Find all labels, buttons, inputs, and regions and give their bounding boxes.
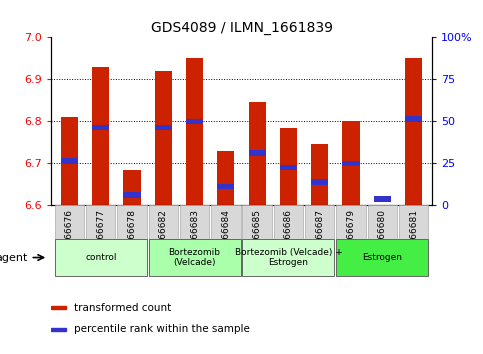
FancyBboxPatch shape: [180, 205, 209, 274]
Bar: [249, 150, 266, 155]
Bar: [155, 125, 172, 130]
Bar: [124, 192, 141, 198]
Text: GSM766685: GSM766685: [253, 209, 262, 264]
Text: GSM766678: GSM766678: [128, 209, 137, 264]
Text: percentile rank within the sample: percentile rank within the sample: [73, 324, 250, 335]
FancyBboxPatch shape: [55, 239, 147, 276]
FancyBboxPatch shape: [242, 239, 334, 276]
FancyBboxPatch shape: [336, 239, 428, 276]
Bar: [155, 71, 172, 205]
Text: GSM766681: GSM766681: [409, 209, 418, 264]
Bar: [311, 179, 328, 185]
FancyBboxPatch shape: [305, 205, 334, 274]
Bar: [342, 161, 359, 166]
Text: GSM766679: GSM766679: [346, 209, 355, 264]
Text: GSM766677: GSM766677: [96, 209, 105, 264]
FancyBboxPatch shape: [55, 205, 84, 274]
Text: GSM766676: GSM766676: [65, 209, 74, 264]
FancyBboxPatch shape: [399, 205, 428, 274]
FancyBboxPatch shape: [336, 205, 366, 274]
Bar: [92, 125, 109, 130]
Bar: [249, 102, 266, 205]
Text: GSM766680: GSM766680: [378, 209, 387, 264]
Bar: [61, 159, 78, 164]
Text: transformed count: transformed count: [73, 303, 171, 313]
Text: GSM766683: GSM766683: [190, 209, 199, 264]
Bar: [405, 116, 422, 122]
Bar: [61, 117, 78, 205]
Text: Bortezomib
(Velcade): Bortezomib (Velcade): [169, 248, 221, 267]
Bar: [311, 144, 328, 205]
Title: GDS4089 / ILMN_1661839: GDS4089 / ILMN_1661839: [151, 21, 332, 35]
Bar: [92, 67, 109, 205]
FancyBboxPatch shape: [86, 205, 115, 274]
Bar: [280, 165, 297, 170]
Bar: [280, 127, 297, 205]
Text: GSM766686: GSM766686: [284, 209, 293, 264]
FancyBboxPatch shape: [368, 205, 397, 274]
Bar: [51, 307, 66, 309]
FancyBboxPatch shape: [242, 205, 272, 274]
Bar: [186, 58, 203, 205]
Text: GSM766687: GSM766687: [315, 209, 324, 264]
Bar: [374, 196, 391, 202]
Bar: [186, 119, 203, 124]
Bar: [217, 151, 234, 205]
Bar: [124, 170, 141, 205]
Text: Bortezomib (Velcade) +
Estrogen: Bortezomib (Velcade) + Estrogen: [235, 248, 342, 267]
Text: GSM766682: GSM766682: [159, 209, 168, 264]
Bar: [342, 121, 359, 205]
Bar: [51, 328, 66, 331]
Text: GSM766684: GSM766684: [221, 209, 230, 264]
Bar: [217, 184, 234, 189]
FancyBboxPatch shape: [274, 205, 303, 274]
Text: control: control: [85, 253, 116, 262]
FancyBboxPatch shape: [149, 239, 241, 276]
Text: Estrogen: Estrogen: [362, 253, 402, 262]
Text: agent: agent: [0, 252, 28, 263]
FancyBboxPatch shape: [149, 205, 178, 274]
FancyBboxPatch shape: [117, 205, 147, 274]
Bar: [405, 58, 422, 205]
FancyBboxPatch shape: [211, 205, 241, 274]
